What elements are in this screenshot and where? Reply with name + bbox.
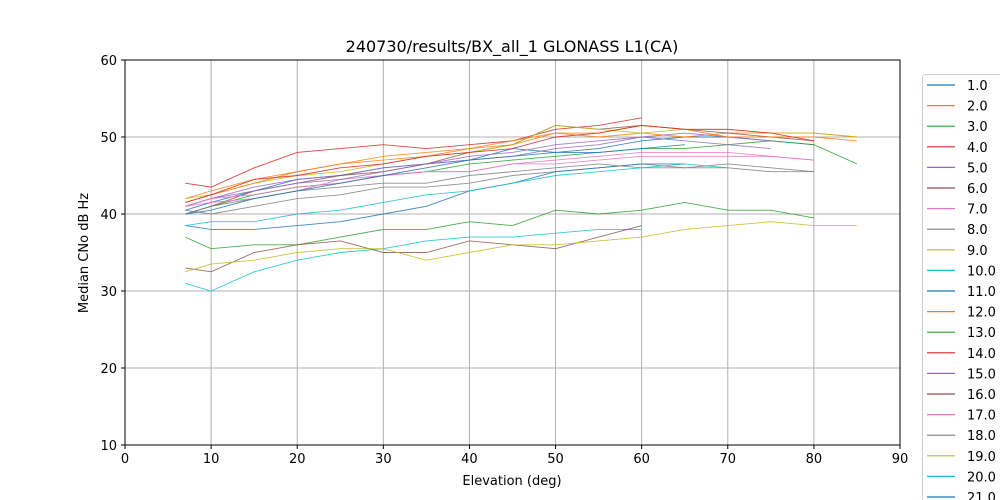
legend-label: 8.0 <box>967 223 988 238</box>
y-tick-label: 50 <box>100 131 117 146</box>
y-tick-label: 60 <box>100 54 117 69</box>
series-line-13.0 <box>185 201 814 250</box>
legend-label: 6.0 <box>967 182 988 197</box>
legend-label: 14.0 <box>967 347 996 362</box>
x-tick-label: 0 <box>121 452 129 467</box>
x-tick-label: 90 <box>892 452 909 467</box>
legend-label: 4.0 <box>967 141 988 156</box>
legend-label: 16.0 <box>967 388 996 403</box>
x-tick-label: 80 <box>806 452 823 467</box>
x-tick-label: 50 <box>547 452 564 467</box>
legend-label: 17.0 <box>967 409 996 424</box>
series-line-11.0 <box>185 163 685 230</box>
series-line-14.0 <box>185 124 814 203</box>
x-tick-label: 40 <box>461 452 478 467</box>
series-line-1.0 <box>185 136 814 211</box>
series-line-16.0 <box>185 225 642 273</box>
legend-label: 13.0 <box>967 326 996 341</box>
legend-label: 7.0 <box>967 203 988 218</box>
y-tick-label: 30 <box>100 285 117 300</box>
series-line-10.0 <box>185 228 642 292</box>
x-axis-label: Elevation (deg) <box>462 474 561 489</box>
x-tick-label: 70 <box>720 452 737 467</box>
y-tick-label: 20 <box>100 362 117 377</box>
series-line-8.0 <box>185 163 814 215</box>
x-tick-label: 30 <box>375 452 392 467</box>
legend-label: 19.0 <box>967 450 996 465</box>
series-line-12.0 <box>185 124 857 203</box>
series-line-6.0 <box>185 124 814 215</box>
series-line-21.0 <box>185 144 685 215</box>
chart-title: 240730/results/BX_all_1 GLONASS L1(CA) <box>346 37 679 57</box>
series-line-7.0 <box>185 151 814 207</box>
legend-label: 21.0 <box>967 491 996 500</box>
series-line-20.0 <box>185 163 728 227</box>
legend-label: 9.0 <box>967 244 988 259</box>
x-tick-label: 10 <box>203 452 220 467</box>
y-tick-label: 40 <box>100 208 117 223</box>
legend-label: 5.0 <box>967 161 988 176</box>
series-line-18.0 <box>185 163 814 215</box>
y-axis-label: Median CNo dB Hz <box>77 193 92 313</box>
series-line-5.0 <box>185 132 771 207</box>
legend-label: 12.0 <box>967 306 996 321</box>
legend-label: 3.0 <box>967 120 988 135</box>
series-line-4.0 <box>185 117 642 188</box>
legend-label: 10.0 <box>967 264 996 279</box>
legend-label: 2.0 <box>967 100 988 115</box>
plot-frame <box>124 59 901 446</box>
y-tick-label: 10 <box>100 439 117 454</box>
legend: 1.0 2.0 3.0 4.0 5.0 6.0 7.0 8.0 9.0 10.0 11.0 12.0 1… <box>922 74 1000 500</box>
legend-label: 18.0 <box>967 429 996 444</box>
legend-label: 15.0 <box>967 367 996 382</box>
x-tick-label: 60 <box>633 452 650 467</box>
legend-label: 11.0 <box>967 285 996 300</box>
legend-label: 1.0 <box>967 79 988 94</box>
series-line-17.0 <box>185 155 814 207</box>
legend-label: 20.0 <box>967 470 996 485</box>
series-line-19.0 <box>185 221 857 273</box>
x-tick-label: 20 <box>289 452 306 467</box>
series-line-9.0 <box>185 124 857 200</box>
